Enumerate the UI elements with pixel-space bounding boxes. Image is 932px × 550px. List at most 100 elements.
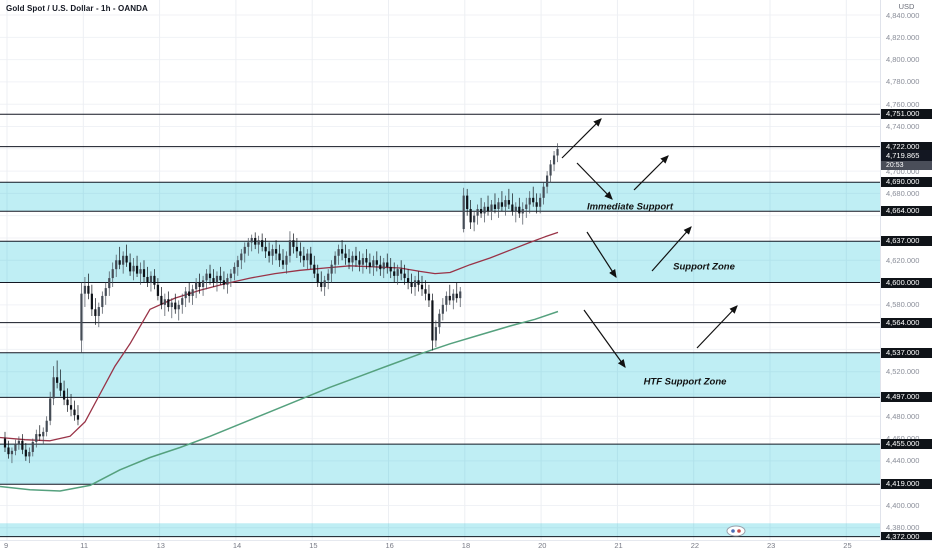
candle-body [486,206,490,212]
time-axis-label: 9 [4,541,9,550]
time-axis-label: 22 [690,541,700,550]
trend-arrow[interactable] [651,226,692,272]
candle-body [42,431,45,437]
price-level-axis-label: 4,419.000 [881,479,932,490]
candle-body [413,280,417,287]
trend-arrow[interactable] [583,309,626,368]
price-axis-tick: 4,700.000 [886,166,920,176]
candle-body [535,202,538,207]
candle-body [219,275,222,281]
symbol-legend[interactable]: Gold Spot / U.S. Dollar - 1h - OANDA [6,4,148,13]
candle-body [358,260,361,265]
candle-body [476,208,479,216]
candle-body [347,258,351,263]
annotation-label[interactable]: Support Zone [673,262,735,273]
candle-body [35,434,38,442]
support-zone[interactable] [0,352,880,398]
candle-body [445,295,448,305]
candle-body [400,269,403,274]
price-axis-tick: 4,840.000 [886,10,920,20]
candle-body [160,295,163,305]
candle-body [97,307,100,316]
candle-body [337,249,340,256]
support-zone[interactable] [0,444,880,485]
trend-arrow[interactable] [576,162,613,200]
price-axis-tick: 4,780.000 [886,77,920,87]
candle-body [295,246,298,252]
trend-arrow[interactable] [586,231,617,279]
candle-body [320,282,323,287]
economic-event-flag-icon[interactable] [726,525,746,537]
candle-body [434,327,437,341]
price-level-axis-label: 4,537.000 [881,347,932,358]
candle-body [142,269,146,277]
chart-area[interactable]: Gold Spot / U.S. Dollar - 1h - OANDA Imm… [0,0,880,540]
price-axis-tick: 4,820.000 [886,32,920,42]
currency-label: USD [898,2,915,11]
candle-body [14,444,17,451]
candle-body [441,304,444,314]
candle-body [254,237,257,245]
candle-body [375,260,378,265]
candle-body [542,186,545,198]
time-axis-label: 15 [309,541,318,550]
annotation-label[interactable]: HTF Support Zone [644,377,728,388]
candle-body [184,291,187,299]
candle-body [389,266,392,272]
candle-body [455,293,458,299]
trend-arrow[interactable] [696,305,738,349]
candle-body [309,253,312,265]
chart-canvas[interactable]: Immediate Support Support Zone HTF Support… [0,0,880,540]
price-level-axis-label: 4,564.000 [881,317,932,328]
time-axis-label: 13 [156,541,165,550]
candle-body [62,390,66,400]
candle-body [195,282,198,290]
support-zone[interactable] [0,241,880,283]
candle-body [115,260,118,270]
candle-body [556,148,559,156]
candle-body [108,278,111,289]
candle-body [504,200,507,207]
candle-body [69,405,73,410]
candle-body [236,260,239,267]
time-axis-label: 21 [614,541,623,550]
candle-body [525,204,528,209]
candle-body [420,284,424,290]
price-axis-tick: 4,620.000 [886,255,920,265]
support-zone[interactable] [0,182,880,212]
candle-body [274,249,278,254]
candle-body [167,299,170,308]
candle-body [208,273,212,279]
annotation-label[interactable]: Immediate Support [587,202,674,213]
candle-body [521,208,524,214]
price-axis-tick: 4,760.000 [886,99,920,109]
time-axis[interactable]: 9 11 13 14 15 16 18 20 21 22 23 25 [0,540,932,550]
candle-body [264,246,267,252]
support-zone[interactable] [0,523,880,537]
candle-body [507,200,510,205]
candle-body [410,282,413,287]
price-axis[interactable]: USD 4,840.000 4,820.000 4,800.000 4,780.000… [880,0,932,542]
candle-body [306,253,309,261]
candle-body [518,206,521,214]
trend-arrow[interactable] [561,118,602,159]
price-level-axis-label: 4,690.000 [881,177,932,188]
price-axis-tick: 4,680.000 [886,188,920,198]
candle-body [552,155,556,165]
candle-body [156,284,159,296]
candle-body [90,293,93,310]
candle-body [49,398,52,421]
candle-body [122,255,125,265]
candle-body [302,255,305,261]
price-level-axis-label: 4,600.000 [881,277,932,288]
candle-body [229,273,232,279]
candle-body [292,240,295,247]
candle-body [163,299,166,305]
price-axis-tick: 4,520.000 [886,367,920,377]
candle-body [153,275,156,285]
candle-body [393,271,396,276]
candle-body [135,265,139,274]
price-axis-tick: 4,460.000 [881,434,932,443]
trend-arrow[interactable] [633,155,669,191]
price-level-axis-label: 4,372.000 [881,531,932,542]
